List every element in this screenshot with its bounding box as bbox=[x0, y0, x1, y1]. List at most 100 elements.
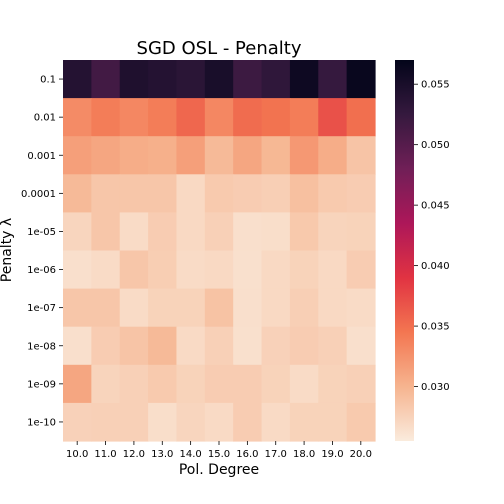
heatmap-cell bbox=[204, 98, 234, 137]
heatmap-cell bbox=[91, 98, 121, 137]
heatmap-cell bbox=[148, 250, 178, 290]
heatmap-cell bbox=[176, 326, 206, 366]
heatmap-cell bbox=[176, 402, 206, 442]
heatmap-cell bbox=[204, 364, 234, 404]
heatmap-cell bbox=[204, 250, 234, 290]
heatmap-cell bbox=[261, 288, 291, 328]
heatmap-cell bbox=[289, 60, 319, 99]
y-axis-label: Penalty λ bbox=[0, 218, 15, 282]
heatmap-cell bbox=[289, 136, 319, 175]
heatmap-cell bbox=[176, 364, 206, 404]
heatmap-cell bbox=[346, 136, 376, 175]
heatmap-cell bbox=[318, 98, 348, 137]
heatmap-cell bbox=[318, 326, 348, 366]
heatmap-cell bbox=[233, 98, 263, 137]
heatmap-cell bbox=[318, 250, 348, 290]
heatmap-cell bbox=[176, 136, 206, 175]
colorbar-tick-label: 0.040 bbox=[421, 261, 450, 272]
heatmap-cell bbox=[233, 174, 263, 213]
heatmap-cell bbox=[63, 136, 92, 175]
heatmap-cell bbox=[346, 174, 376, 213]
y-tick-label: 0.0001 bbox=[21, 189, 56, 200]
heatmap-cell bbox=[176, 288, 206, 328]
y-tick-label: 1e-10 bbox=[27, 417, 56, 428]
heatmap-cell bbox=[148, 288, 178, 328]
heatmap-cell bbox=[233, 60, 263, 99]
x-tick-label: 13.0 bbox=[151, 449, 173, 460]
heatmap-cell bbox=[148, 174, 178, 213]
heatmap-cell bbox=[233, 364, 263, 404]
heatmap-cells bbox=[63, 60, 376, 442]
heatmap-cell bbox=[346, 402, 376, 442]
heatmap-cell bbox=[204, 288, 234, 328]
colorbar-tick-label: 0.035 bbox=[421, 322, 450, 333]
heatmap-cell bbox=[148, 212, 178, 252]
x-tick-label: 14.0 bbox=[180, 449, 202, 460]
heatmap-cell bbox=[176, 174, 206, 213]
heatmap-cell bbox=[176, 212, 206, 252]
colorbar bbox=[395, 60, 414, 441]
heatmap-cell bbox=[346, 212, 376, 252]
heatmap-cell bbox=[148, 98, 178, 137]
heatmap-cell bbox=[148, 136, 178, 175]
heatmap-cell bbox=[261, 212, 291, 252]
x-tick-label: 19.0 bbox=[321, 449, 343, 460]
heatmap-cell bbox=[318, 212, 348, 252]
heatmap-cell bbox=[91, 212, 121, 252]
chart-title: SGD OSL - Penalty bbox=[137, 38, 302, 59]
heatmap-cell bbox=[119, 174, 149, 213]
heatmap-cell bbox=[119, 212, 149, 252]
y-tick-label: 1e-08 bbox=[27, 341, 56, 352]
heatmap-cell bbox=[261, 98, 291, 137]
y-tick-label: 0.01 bbox=[34, 113, 56, 124]
heatmap-cell bbox=[233, 136, 263, 175]
heatmap-cell bbox=[91, 288, 121, 328]
x-tick-label: 18.0 bbox=[293, 449, 315, 460]
x-axis-label: Pol. Degree bbox=[179, 462, 259, 478]
heatmap-cell bbox=[91, 60, 121, 99]
heatmap-cell bbox=[346, 288, 376, 328]
heatmap-cell bbox=[204, 326, 234, 366]
colorbar-tick-label: 0.045 bbox=[421, 201, 450, 212]
heatmap-cell bbox=[233, 250, 263, 290]
colorbar-ticks: 0.030 0.035 0.040 0.045 0.050 0.055 bbox=[414, 80, 450, 393]
heatmap-cell bbox=[148, 326, 178, 366]
heatmap-cell bbox=[119, 402, 149, 442]
heatmap-cell bbox=[91, 402, 121, 442]
heatmap-cell bbox=[63, 212, 92, 252]
heatmap-cell bbox=[63, 402, 92, 442]
heatmap-cell bbox=[148, 60, 178, 99]
heatmap-cell bbox=[289, 174, 319, 213]
heatmap-cell bbox=[91, 326, 121, 366]
heatmap-cell bbox=[233, 326, 263, 366]
x-tick-label: 20.0 bbox=[350, 449, 372, 460]
heatmap-cell bbox=[204, 212, 234, 252]
heatmap-cell bbox=[204, 60, 234, 99]
colorbar-tick-label: 0.050 bbox=[421, 140, 450, 151]
heatmap-cell bbox=[119, 250, 149, 290]
heatmap-cell bbox=[318, 136, 348, 175]
colorbar-tick-label: 0.055 bbox=[421, 80, 450, 91]
heatmap-cell bbox=[63, 98, 92, 137]
heatmap-cell bbox=[261, 60, 291, 99]
heatmap-cell bbox=[261, 136, 291, 175]
heatmap-cell bbox=[261, 364, 291, 404]
y-tick-label: 1e-06 bbox=[27, 265, 56, 276]
heatmap-cell bbox=[204, 136, 234, 175]
heatmap-cell bbox=[289, 364, 319, 404]
x-tick-labels: 10.0 11.0 12.0 13.0 14.0 15.0 16.0 17.0 18.0 19.0… bbox=[66, 441, 372, 460]
heatmap-cell bbox=[346, 60, 376, 99]
heatmap-cell bbox=[318, 174, 348, 213]
heatmap-cell bbox=[261, 174, 291, 213]
x-tick-label: 17.0 bbox=[265, 449, 287, 460]
heatmap-cell bbox=[148, 364, 178, 404]
heatmap-cell bbox=[346, 98, 376, 137]
heatmap-cell bbox=[176, 60, 206, 99]
y-tick-labels: 0.1 0.01 0.001 0.0001 1e-05 1e-06 1e-07 1e-08 1e… bbox=[21, 75, 63, 428]
y-tick-label: 1e-05 bbox=[27, 227, 56, 238]
heatmap-cell bbox=[318, 60, 348, 99]
colorbar-tick-label: 0.030 bbox=[421, 382, 450, 393]
heatmap-cell bbox=[63, 250, 92, 290]
heatmap-cell bbox=[119, 364, 149, 404]
